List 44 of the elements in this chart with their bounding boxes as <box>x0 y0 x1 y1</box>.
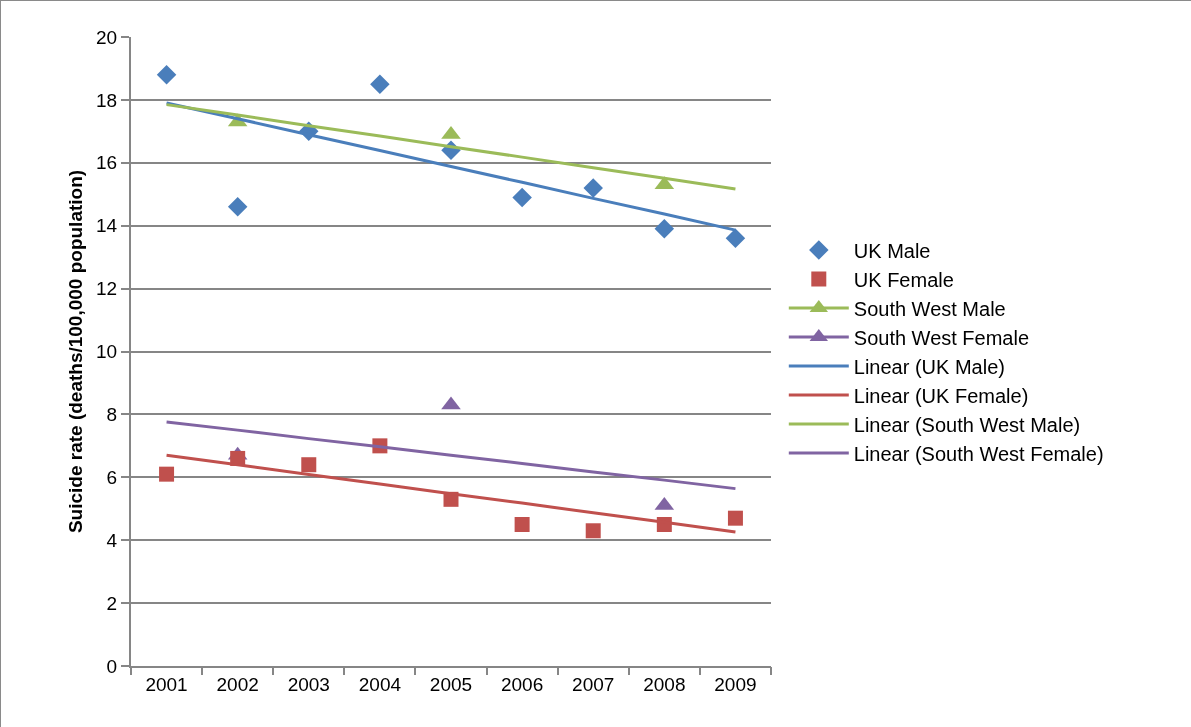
point <box>514 516 530 532</box>
x-tick-label: 2002 <box>216 673 259 695</box>
legend-label: UK Female <box>853 268 954 291</box>
legend-label: South West Male <box>853 297 1006 320</box>
x-tick-label: 2004 <box>358 673 402 695</box>
point <box>370 74 390 94</box>
y-tick-label: 2 <box>106 592 118 614</box>
line-series <box>165 420 737 491</box>
y-tick-label: 8 <box>106 404 118 426</box>
legend-label: Linear (South West Female) <box>853 442 1104 465</box>
legend-label: South West Female <box>853 326 1030 349</box>
point <box>583 178 603 198</box>
y-tick-label: 14 <box>96 215 118 237</box>
point <box>727 510 743 526</box>
y-tick-label: 12 <box>96 278 118 300</box>
x-tick-label: 2003 <box>287 673 330 695</box>
y-tick-label: 4 <box>106 529 118 551</box>
y-axis-title: Suicide rate (deaths/100,000 population) <box>65 169 86 534</box>
y-tick-label: 6 <box>106 466 118 488</box>
y-tick-label: 0 <box>106 655 118 677</box>
x-tick-label: 2008 <box>643 673 686 695</box>
x-tick-label: 2007 <box>572 673 615 695</box>
legend-label: Linear (UK Female) <box>853 384 1029 407</box>
line-series <box>165 103 737 191</box>
point <box>725 228 746 249</box>
legend-label: Linear (South West Male) <box>853 413 1081 436</box>
y-tick-label: 20 <box>96 26 118 48</box>
point <box>512 187 532 208</box>
x-tick-label: 2009 <box>714 673 757 695</box>
point <box>654 219 675 239</box>
point <box>156 64 177 85</box>
point <box>585 523 601 539</box>
point <box>301 457 317 473</box>
x-tick-label: 2001 <box>145 673 188 695</box>
legend-label: Linear (UK Male) <box>853 355 1005 378</box>
point <box>227 197 248 217</box>
y-tick-label: 18 <box>96 89 118 111</box>
legend-label: UK Male <box>853 239 931 262</box>
point <box>159 466 175 482</box>
y-tick-label: 10 <box>96 341 118 363</box>
point <box>441 396 461 410</box>
y-tick-label: 16 <box>96 152 118 174</box>
x-tick-label: 2006 <box>500 673 544 695</box>
x-tick-label: 2005 <box>429 673 473 695</box>
